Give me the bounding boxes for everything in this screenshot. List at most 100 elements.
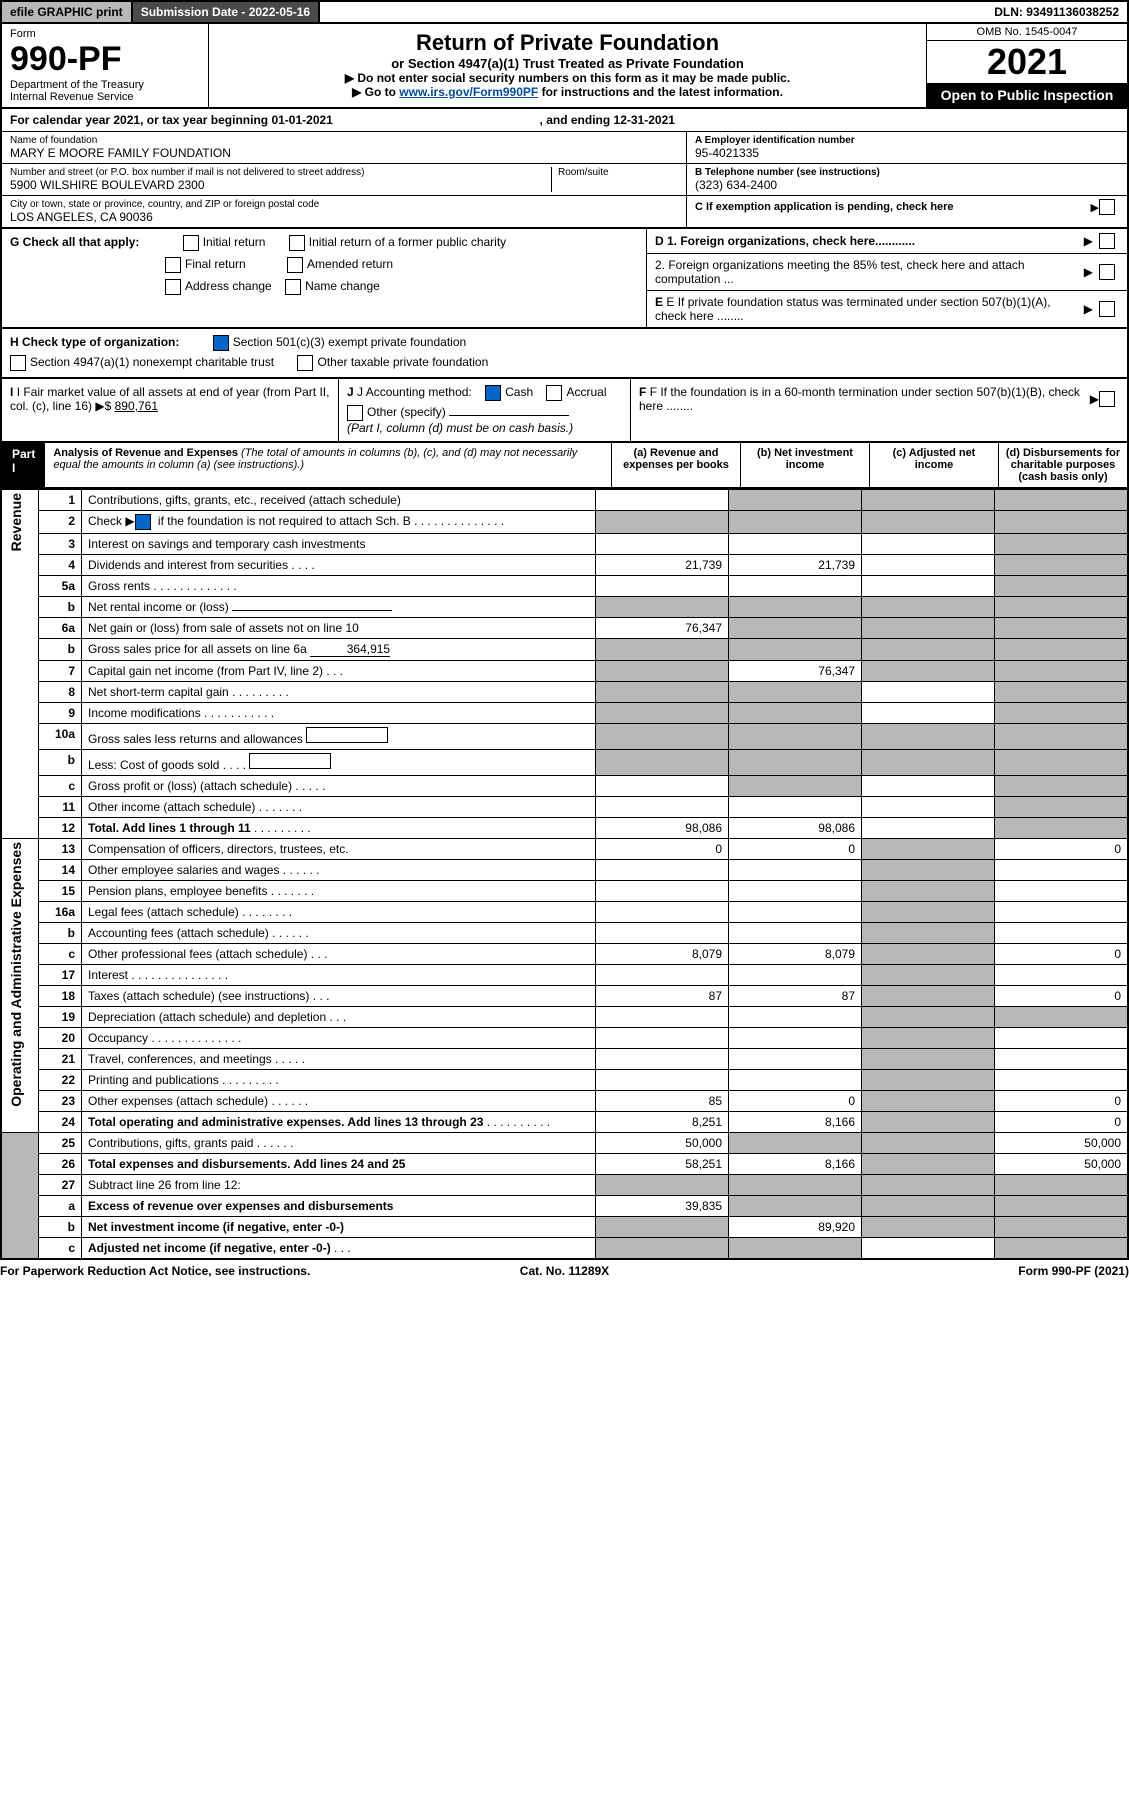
cat-number: Cat. No. 11289X <box>376 1264 752 1278</box>
cash-checkbox[interactable] <box>485 385 501 401</box>
pra-notice: For Paperwork Reduction Act Notice, see … <box>0 1264 376 1278</box>
row-26: Total expenses and disbursements. Add li… <box>82 1154 596 1175</box>
part1-title: Analysis of Revenue and Expenses <box>53 447 238 459</box>
row-9: Income modifications . . . . . . . . . .… <box>82 703 596 724</box>
room-label: Room/suite <box>558 167 678 178</box>
revenue-side-label: Revenue <box>8 493 24 551</box>
addr-label: Number and street (or P.O. box number if… <box>10 167 551 178</box>
arrow-icon: ▶ <box>1084 302 1093 316</box>
row-16a: Legal fees (attach schedule) . . . . . .… <box>82 902 596 923</box>
arrow-icon: ▶ <box>1090 392 1099 406</box>
row-21: Travel, conferences, and meetings . . . … <box>82 1049 596 1070</box>
tax-year: 2021 <box>927 41 1127 83</box>
name-change-checkbox[interactable] <box>285 279 301 295</box>
initial-former-public-checkbox[interactable] <box>289 235 305 251</box>
60month-checkbox[interactable] <box>1099 391 1115 407</box>
row-25: Contributions, gifts, grants paid . . . … <box>82 1133 596 1154</box>
name-label: Name of foundation <box>10 135 678 146</box>
row-22: Printing and publications . . . . . . . … <box>82 1070 596 1091</box>
other-taxable-checkbox[interactable] <box>297 355 313 371</box>
terminated-checkbox[interactable] <box>1099 301 1115 317</box>
calendar-year: For calendar year 2021, or tax year begi… <box>0 109 1129 132</box>
e-label: E E If private foundation status was ter… <box>655 295 1078 323</box>
d2-label: 2. Foreign organizations meeting the 85%… <box>655 258 1078 286</box>
row-2: Check ▶ if the foundation is not require… <box>82 511 596 534</box>
amended-return-checkbox[interactable] <box>287 257 303 273</box>
d1-label: D 1. Foreign organizations, check here..… <box>655 234 1078 248</box>
col-a-header: (a) Revenue and expenses per books <box>611 443 740 487</box>
form-title: Return of Private Foundation <box>217 30 918 56</box>
city-state-zip: LOS ANGELES, CA 90036 <box>10 210 678 224</box>
address-change-checkbox[interactable] <box>165 279 181 295</box>
other-method-checkbox[interactable] <box>347 405 363 421</box>
entity-block: Name of foundation MARY E MOORE FAMILY F… <box>0 132 1129 229</box>
row-19: Depreciation (attach schedule) and deple… <box>82 1007 596 1028</box>
row-1: Contributions, gifts, grants, etc., rece… <box>82 490 596 511</box>
dln: DLN: 93491136038252 <box>986 2 1127 22</box>
irs-label: Internal Revenue Service <box>10 91 200 103</box>
form-header: Form 990-PF Department of the Treasury I… <box>0 24 1129 109</box>
part1-badge: Part I <box>2 443 45 487</box>
row-15: Pension plans, employee benefits . . . .… <box>82 881 596 902</box>
foreign-85-checkbox[interactable] <box>1099 264 1115 280</box>
form-subtitle: or Section 4947(a)(1) Trust Treated as P… <box>217 56 918 71</box>
col-d-header: (d) Disbursements for charitable purpose… <box>998 443 1127 487</box>
row-5a: Gross rents . . . . . . . . . . . . . <box>82 576 596 597</box>
row-4: Dividends and interest from securities .… <box>82 555 596 576</box>
row-10a: Gross sales less returns and allowances <box>82 724 596 750</box>
check-section: G Check all that apply: Initial return I… <box>0 229 1129 329</box>
row-12: Total. Add lines 1 through 11 . . . . . … <box>82 818 596 839</box>
row-18: Taxes (attach schedule) (see instruction… <box>82 986 596 1007</box>
row-27b: Net investment income (if negative, ente… <box>82 1217 596 1238</box>
h-row: H Check type of organization: Section 50… <box>0 329 1129 379</box>
row-11: Other income (attach schedule) . . . . .… <box>82 797 596 818</box>
form-number: 990-PF <box>10 40 200 79</box>
goto-note: ▶ Go to www.irs.gov/Form990PF for instru… <box>217 85 918 99</box>
street-address: 5900 WILSHIRE BOULEVARD 2300 <box>10 178 551 192</box>
row-14: Other employee salaries and wages . . . … <box>82 860 596 881</box>
final-return-checkbox[interactable] <box>165 257 181 273</box>
omb-number: OMB No. 1545-0047 <box>927 24 1127 41</box>
fmv-label: I Fair market value of all assets at end… <box>10 385 329 413</box>
exemption-checkbox[interactable] <box>1099 199 1115 215</box>
phone: (323) 634-2400 <box>695 178 1119 192</box>
h-label: H Check type of organization: <box>10 335 179 349</box>
row-13: Compensation of officers, directors, tru… <box>82 839 596 860</box>
row-16c: Other professional fees (attach schedule… <box>82 944 596 965</box>
row-24: Total operating and administrative expen… <box>82 1112 596 1133</box>
arrow-icon: ▶ <box>1084 265 1093 279</box>
ssn-note: ▶ Do not enter social security numbers o… <box>217 71 918 85</box>
arrow-icon: ▶$ <box>95 399 111 413</box>
initial-return-checkbox[interactable] <box>183 235 199 251</box>
ein: 95-4021335 <box>695 146 1119 160</box>
4947-checkbox[interactable] <box>10 355 26 371</box>
foundation-name: MARY E MOORE FAMILY FOUNDATION <box>10 146 678 160</box>
col-c-header: (c) Adjusted net income <box>869 443 998 487</box>
row-10b: Less: Cost of goods sold . . . . <box>82 750 596 776</box>
row-20: Occupancy . . . . . . . . . . . . . . <box>82 1028 596 1049</box>
foreign-org-checkbox[interactable] <box>1099 233 1115 249</box>
row-5b: Net rental income or (loss) <box>82 597 596 618</box>
row-27: Subtract line 26 from line 12: <box>82 1175 596 1196</box>
ein-label: A Employer identification number <box>695 135 1119 146</box>
fmv-value: 890,761 <box>115 399 158 413</box>
form-ref: Form 990-PF (2021) <box>753 1264 1129 1278</box>
irs-link[interactable]: www.irs.gov/Form990PF <box>399 85 538 99</box>
arrow-icon: ▶ <box>1084 234 1093 248</box>
open-inspection: Open to Public Inspection <box>927 83 1127 107</box>
f-label: F If the foundation is in a 60-month ter… <box>639 385 1080 413</box>
exemption-pending-label: C If exemption application is pending, c… <box>695 201 1091 213</box>
city-label: City or town, state or province, country… <box>10 199 678 210</box>
row-6a: Net gain or (loss) from sale of assets n… <box>82 618 596 639</box>
accounting-label: J Accounting method: <box>357 385 472 399</box>
row-10c: Gross profit or (loss) (attach schedule)… <box>82 776 596 797</box>
part1-header: Part I Analysis of Revenue and Expenses … <box>0 443 1129 489</box>
501c3-checkbox[interactable] <box>213 335 229 351</box>
sch-b-checkbox[interactable] <box>135 514 151 530</box>
page-footer: For Paperwork Reduction Act Notice, see … <box>0 1260 1129 1282</box>
row-23: Other expenses (attach schedule) . . . .… <box>82 1091 596 1112</box>
efile-label: efile GRAPHIC print <box>2 2 133 22</box>
accrual-checkbox[interactable] <box>546 385 562 401</box>
top-bar: efile GRAPHIC print Submission Date - 20… <box>0 0 1129 24</box>
row-8: Net short-term capital gain . . . . . . … <box>82 682 596 703</box>
